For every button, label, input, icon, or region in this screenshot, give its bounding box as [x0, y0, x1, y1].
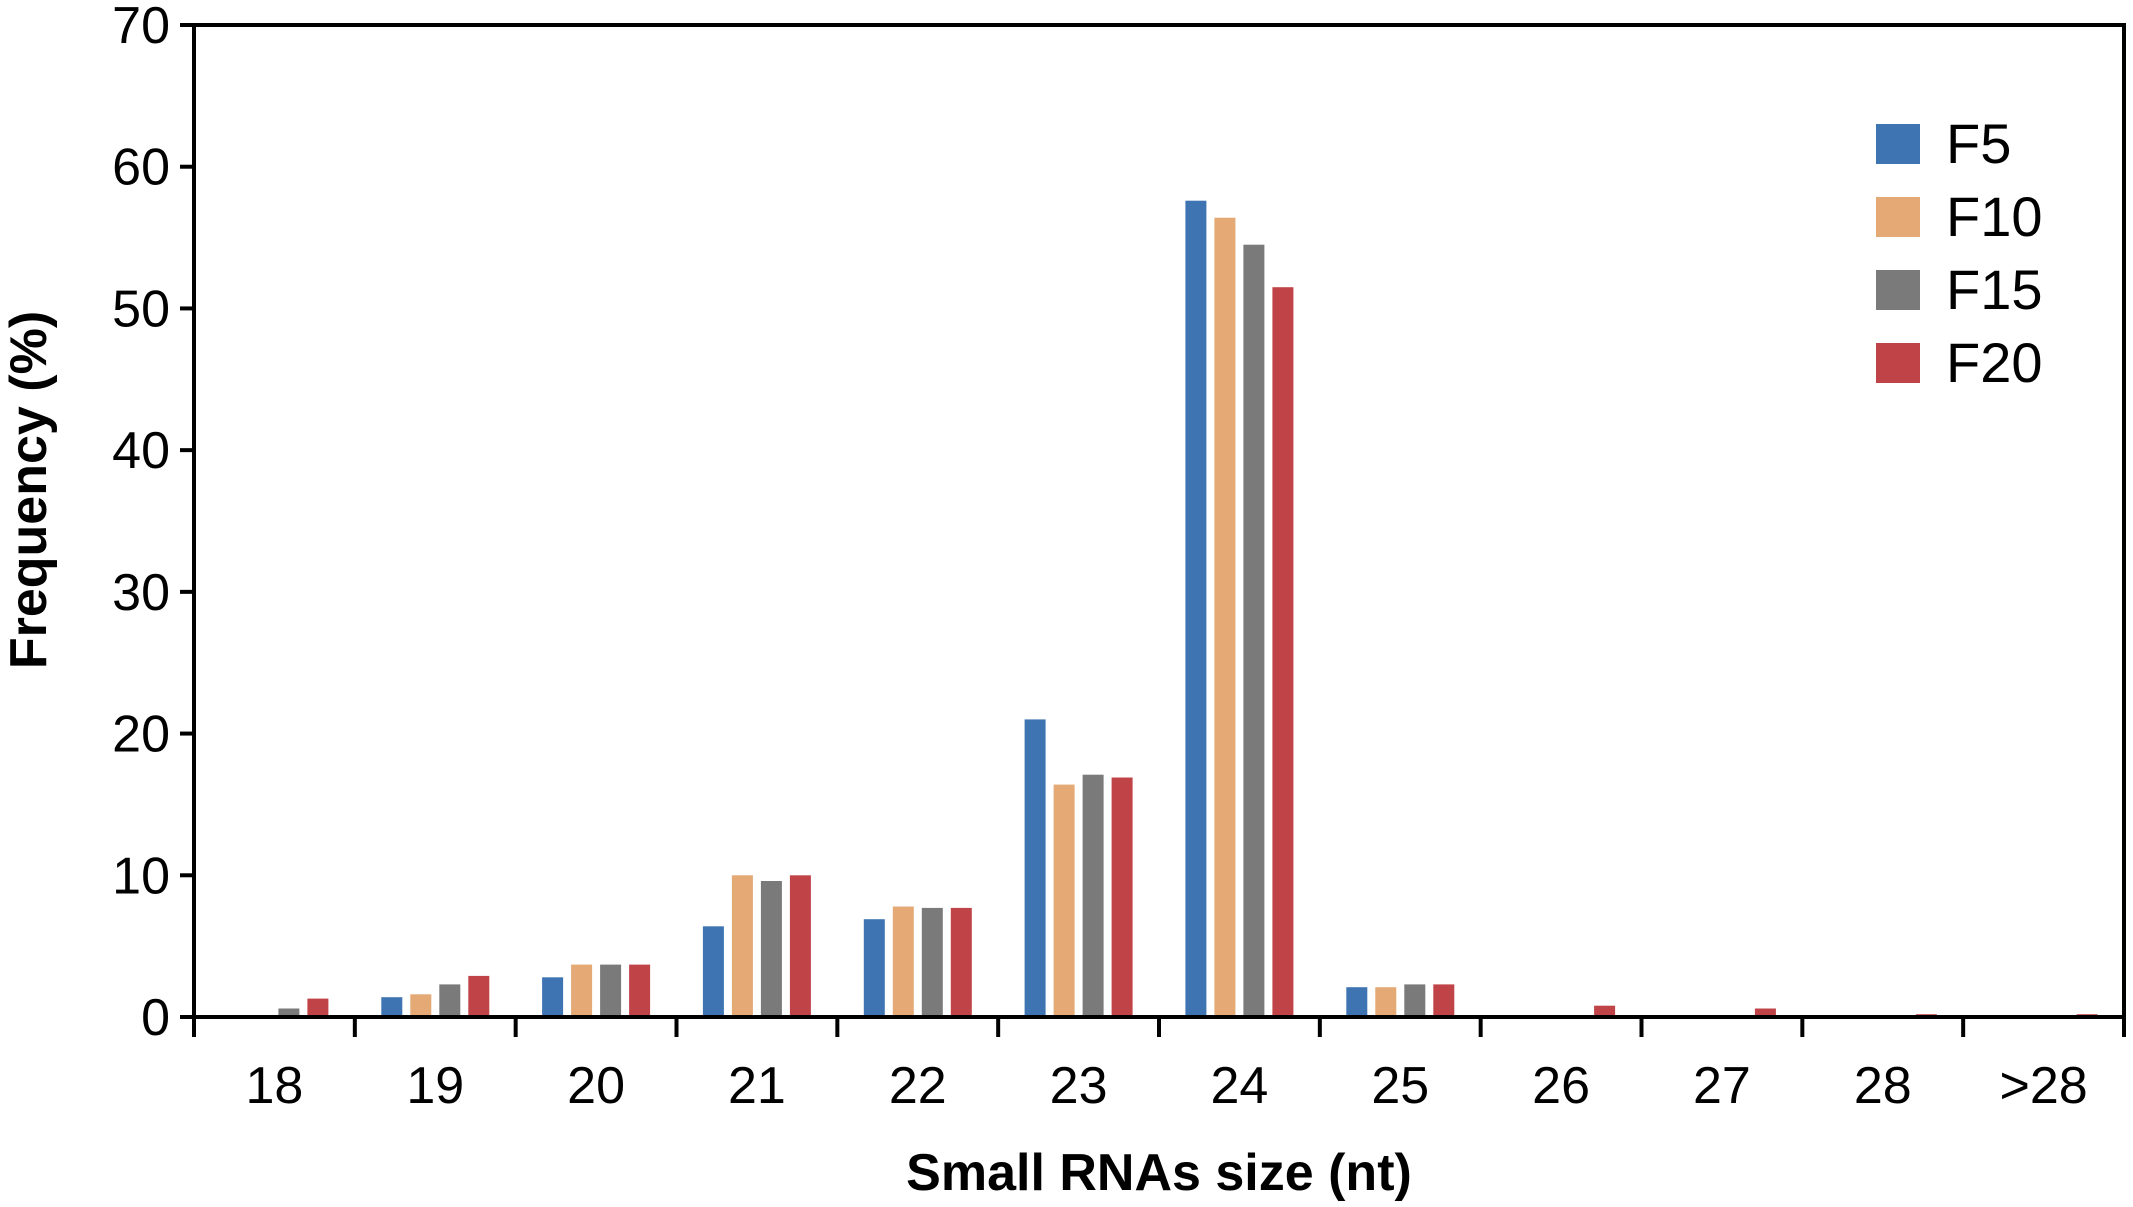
bar-f5-19	[381, 997, 403, 1017]
bar-f15-18	[278, 1008, 300, 1017]
y-tick-label: 60	[112, 139, 170, 197]
x-tick-label: 21	[728, 1057, 786, 1115]
bar-f5-21	[702, 926, 724, 1017]
x-tick-label: 20	[567, 1057, 625, 1115]
bar-f5-20	[542, 977, 564, 1017]
bar-f15-25	[1404, 984, 1426, 1017]
y-tick-label: 0	[141, 989, 170, 1047]
bar-f15-21	[760, 881, 782, 1017]
legend: F5 F10 F15 F20	[1876, 112, 2043, 394]
plot-frame	[192, 23, 2126, 1019]
bar-f5-24	[1185, 200, 1207, 1017]
legend-swatch-f15	[1876, 270, 1920, 310]
x-tick-label: 19	[406, 1057, 464, 1115]
bar-f15-24	[1243, 244, 1265, 1017]
x-axis: 18 19 20 21 22 23 24 25 26 27 28 >28	[192, 1017, 2126, 1115]
bar-f15-23	[1082, 774, 1104, 1017]
x-tick-label: 27	[1693, 1057, 1751, 1115]
x-tick-label: >28	[1999, 1057, 2087, 1115]
x-tick-label: 23	[1050, 1057, 1108, 1115]
bar-f10-24	[1214, 217, 1236, 1017]
x-tick-label: 26	[1532, 1057, 1590, 1115]
bar-f5-22	[863, 919, 885, 1017]
bar-f10-22	[892, 906, 914, 1017]
x-tick-label: 25	[1371, 1057, 1429, 1115]
y-axis-title: Frequency (%)	[0, 311, 58, 669]
y-tick-label: 50	[112, 280, 170, 338]
y-tick-label: 40	[112, 422, 170, 480]
bar-f20-18	[307, 998, 329, 1017]
bar-f15-19	[439, 984, 461, 1017]
bar-f5-23	[1024, 719, 1046, 1017]
bar-f10-20	[571, 964, 593, 1017]
bar-f10-23	[1053, 784, 1075, 1017]
x-tick-label: 18	[245, 1057, 303, 1115]
x-tick-label: 22	[889, 1057, 947, 1115]
x-tick-label: 24	[1210, 1057, 1268, 1115]
bar-f20-23	[1111, 777, 1133, 1017]
y-tick-label: 30	[112, 564, 170, 622]
bar-f20-19	[468, 975, 490, 1017]
legend-label-f10: F10	[1946, 185, 2043, 248]
bar-f10-21	[731, 875, 753, 1017]
x-axis-title: Small RNAs size (nt)	[906, 1144, 1412, 1202]
bar-f10-25	[1375, 987, 1397, 1017]
bar-f10-19	[410, 994, 432, 1017]
y-tick-label: 20	[112, 706, 170, 764]
bar-f15-20	[600, 964, 622, 1017]
bar-f20-21	[789, 875, 811, 1017]
legend-label-f15: F15	[1946, 258, 2043, 321]
legend-swatch-f20	[1876, 343, 1920, 383]
y-tick-label: 10	[112, 847, 170, 905]
bar-f15-22	[921, 907, 943, 1017]
bars-layer	[220, 200, 2098, 1017]
bar-f20-24	[1272, 287, 1294, 1017]
legend-swatch-f10	[1876, 197, 1920, 237]
x-tick-label: 28	[1854, 1057, 1912, 1115]
legend-label-f20: F20	[1946, 331, 2043, 394]
legend-swatch-f5	[1876, 124, 1920, 164]
bar-f20-25	[1433, 984, 1455, 1017]
bar-f5-25	[1346, 987, 1368, 1017]
y-tick-label: 70	[112, 0, 170, 55]
y-axis: 0 10 20 30 40 50 60 70	[112, 0, 194, 1047]
bar-f20-27	[1754, 1008, 1776, 1017]
legend-label-f5: F5	[1946, 112, 2011, 175]
bar-f20-22	[950, 907, 972, 1017]
bar-f20-20	[629, 964, 651, 1017]
bar-f20-26	[1594, 1005, 1616, 1017]
